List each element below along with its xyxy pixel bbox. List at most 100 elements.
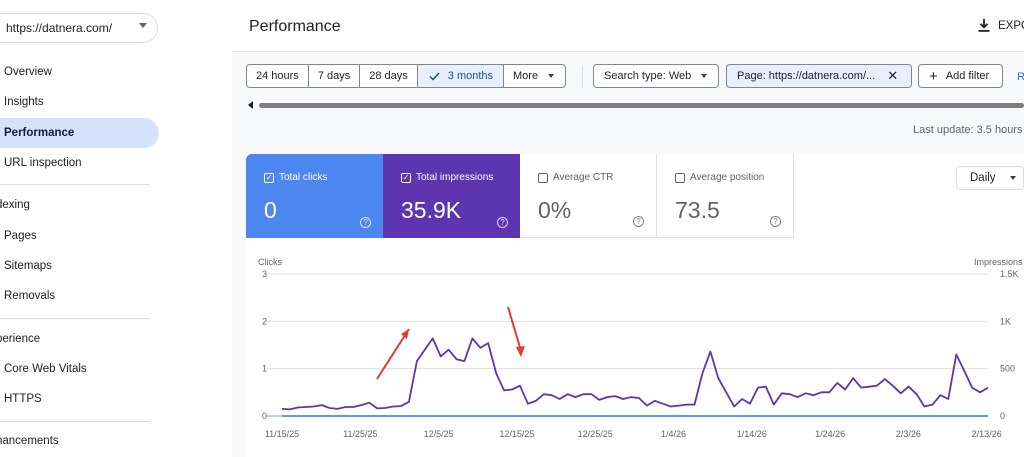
sidebar-item-label: URL inspection <box>4 157 82 169</box>
section-enhancements: hancements <box>0 435 59 447</box>
left-tick-label: 1 <box>262 364 267 374</box>
sidebar-item-pages[interactable]: Pages <box>0 221 159 251</box>
add-filter-button[interactable]: + Add filter <box>918 64 1003 88</box>
close-icon[interactable]: ✕ <box>887 68 899 83</box>
metric-label: Total impressions <box>416 172 494 183</box>
x-tick-label: 12/25/25 <box>578 429 613 439</box>
help-icon[interactable]: ? <box>770 216 781 227</box>
sidebar: https://datnera.com/ Overview Insights P… <box>0 0 170 457</box>
last-update-text: Last update: 3.5 hours <box>913 124 1023 136</box>
right-axis-label: Impressions <box>974 257 1023 267</box>
x-tick-label: 2/13/26 <box>972 429 1002 439</box>
search-type-label: Search type: Web <box>604 70 692 82</box>
metric-label: Total clicks <box>279 172 328 183</box>
metric-value: 0% <box>538 197 572 223</box>
sidebar-item-performance[interactable]: Performance <box>0 118 159 148</box>
x-tick-label: 11/25/25 <box>343 429 377 439</box>
search-type-filter[interactable]: Search type: Web <box>593 64 719 88</box>
page-header: Performance EXPO <box>232 0 1024 52</box>
chevron-down-icon <box>139 23 147 28</box>
x-tick-label: 12/15/25 <box>499 429 534 439</box>
sidebar-item-https[interactable]: HTTPS <box>0 384 159 414</box>
right-tick-label: 1.5K <box>1000 269 1019 279</box>
x-tick-label: 1/4/26 <box>661 429 686 439</box>
plus-icon: + <box>929 67 938 85</box>
checkbox-icon[interactable] <box>675 172 685 183</box>
arrow-head-icon <box>401 329 409 339</box>
x-tick-label: 1/24/26 <box>815 429 845 439</box>
caret-down-icon <box>548 74 555 78</box>
sidebar-item-label: Core Web Vitals <box>4 363 87 375</box>
page-filter-label: Page: https://datnera.com/... <box>737 70 876 82</box>
metric-average-position[interactable]: Average position 73.5 ? <box>657 154 794 238</box>
metric-label: Average CTR <box>553 172 614 183</box>
section-experience: perience <box>0 333 41 345</box>
sidebar-item-overview[interactable]: Overview <box>0 57 159 87</box>
download-icon <box>978 19 990 32</box>
metric-total-impressions[interactable]: ✓ Total impressions 35.9K ? <box>383 154 520 238</box>
metric-total-clicks[interactable]: ✓ Total clicks 0 ? <box>246 154 383 238</box>
filter-divider <box>582 66 583 88</box>
sidebar-item-label: Sitemaps <box>4 260 52 272</box>
page-title: Performance <box>249 18 341 35</box>
sidebar-item-core-web-vitals[interactable]: Core Web Vitals <box>0 354 159 384</box>
range-28-days[interactable]: 28 days <box>360 65 418 87</box>
sidebar-item-removals[interactable]: Removals <box>0 281 159 311</box>
section-indexing: dexing <box>0 199 30 211</box>
help-icon[interactable]: ? <box>633 216 644 227</box>
scroll-left-arrow-icon[interactable] <box>248 101 253 109</box>
sidebar-item-label: Removals <box>4 290 56 302</box>
sidebar-item-label: Insights <box>4 96 44 108</box>
checkbox-icon[interactable] <box>538 172 548 183</box>
sidebar-item-url-inspection[interactable]: URL inspection <box>0 148 159 178</box>
x-tick-label: 12/5/25 <box>424 429 454 439</box>
sidebar-item-label: HTTPS <box>4 393 42 405</box>
left-axis-label: Clicks <box>258 257 282 267</box>
metric-value: 73.5 <box>675 197 720 223</box>
x-tick-label: 1/14/26 <box>737 429 767 439</box>
check-icon[interactable]: ✓ <box>401 172 411 183</box>
sidebar-item-label: Pages <box>4 230 37 242</box>
range-24-hours[interactable]: 24 hours <box>247 65 309 87</box>
help-icon[interactable]: ? <box>497 217 508 228</box>
series-line-impressions <box>281 337 989 411</box>
horizontal-scrollbar[interactable] <box>248 101 1024 109</box>
scrollbar-thumb[interactable] <box>259 103 1024 108</box>
metric-value: 35.9K <box>401 197 462 223</box>
range-more[interactable]: More <box>504 65 565 87</box>
sidebar-item-insights[interactable]: Insights <box>0 87 159 117</box>
range-7-days[interactable]: 7 days <box>309 65 361 87</box>
metric-label: Average position <box>690 172 765 183</box>
main-content: Performance EXPO 24 hours 7 days 28 days… <box>232 0 1024 457</box>
add-filter-label: Add filter <box>945 70 990 82</box>
export-button[interactable]: EXPO <box>978 19 1024 32</box>
sidebar-item-sitemaps[interactable]: Sitemaps <box>0 251 159 281</box>
sidebar-item-label: Overview <box>4 66 52 78</box>
metric-value: 0 <box>264 197 277 223</box>
left-tick-label: 3 <box>262 269 267 279</box>
sidebar-divider <box>0 318 150 319</box>
right-tick-label: 500 <box>1000 364 1015 374</box>
property-selector[interactable]: https://datnera.com/ <box>0 13 158 43</box>
caret-down-icon <box>1009 176 1016 180</box>
property-url: https://datnera.com/ <box>6 21 113 35</box>
range-3-months[interactable]: 3 months <box>417 65 505 87</box>
granularity-dropdown[interactable]: Daily <box>956 166 1024 190</box>
x-tick-label: 11/15/25 <box>265 429 299 439</box>
export-label: EXPO <box>998 19 1024 32</box>
check-icon[interactable]: ✓ <box>264 172 274 183</box>
date-range-group: 24 hours 7 days 28 days 3 months More <box>246 64 567 88</box>
help-icon[interactable]: ? <box>360 217 371 228</box>
caret-down-icon <box>701 74 708 78</box>
reset-link[interactable]: R <box>1017 71 1024 83</box>
arrow-head-icon <box>516 346 525 357</box>
granularity-label: Daily <box>970 172 996 184</box>
range-label: 3 months <box>447 70 494 82</box>
sidebar-divider <box>0 184 150 185</box>
sidebar-divider <box>0 421 150 422</box>
check-icon <box>429 71 440 81</box>
right-tick-label: 0 <box>1000 411 1005 421</box>
sidebar-item-label: Performance <box>4 127 75 139</box>
metric-average-ctr[interactable]: Average CTR 0% ? <box>520 154 657 238</box>
page-filter-chip[interactable]: Page: https://datnera.com/... ✕ <box>726 64 912 88</box>
